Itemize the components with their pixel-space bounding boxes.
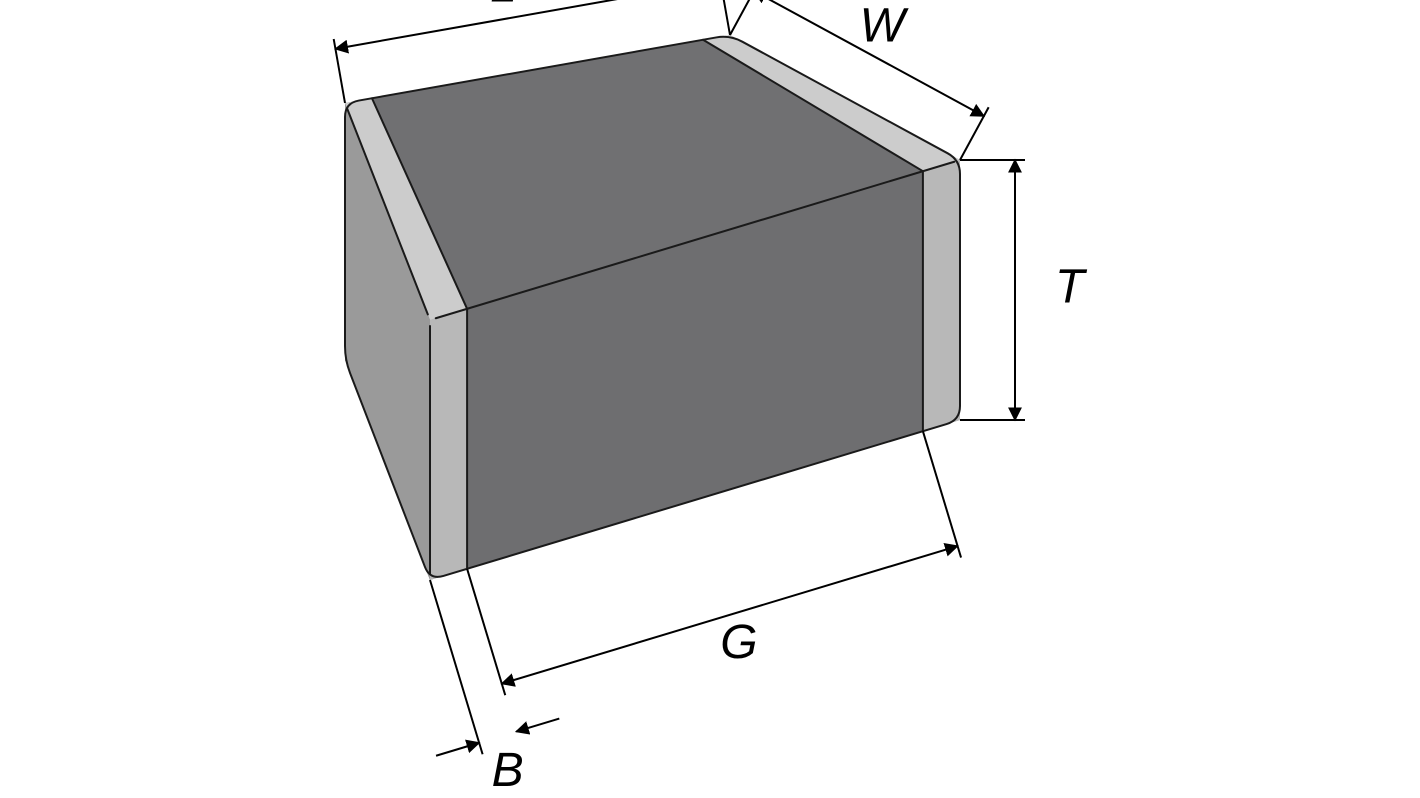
dim-label-G: G (720, 616, 757, 669)
dim-label-T: T (1055, 261, 1088, 314)
dim-label-B: B (492, 744, 524, 797)
dim-label-L: L (490, 0, 517, 12)
component-body (345, 35, 960, 580)
component-diagram: L W T G B (0, 0, 1420, 798)
dim-label-W: W (860, 0, 910, 53)
